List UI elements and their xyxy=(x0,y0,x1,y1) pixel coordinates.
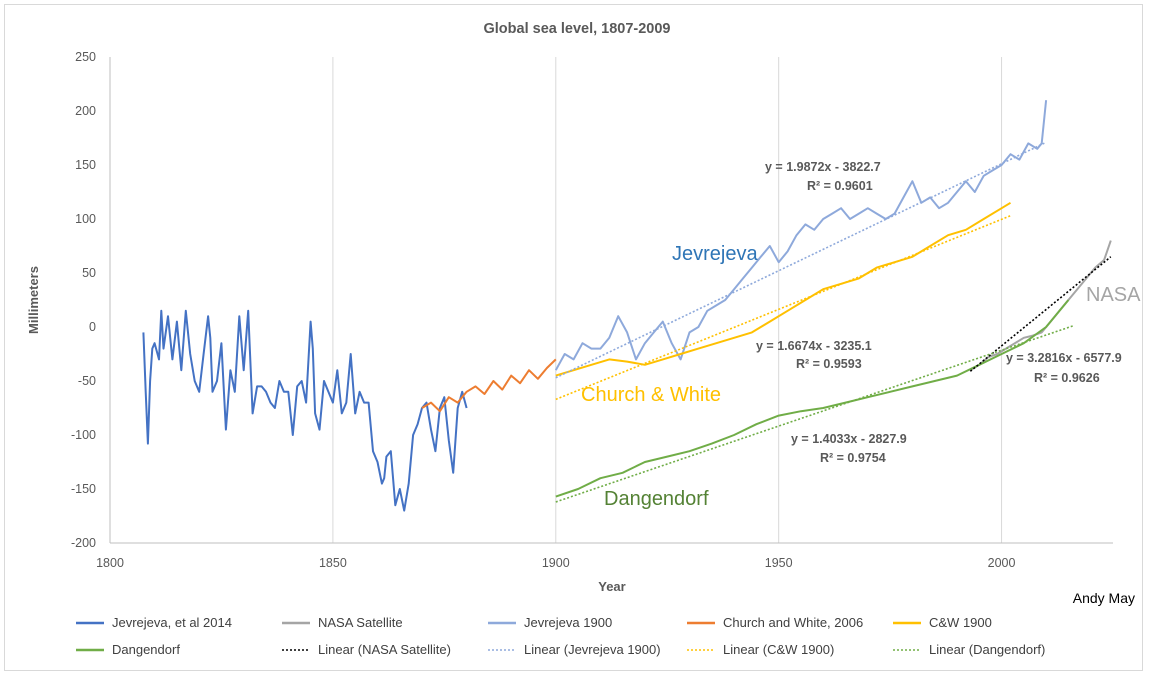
equation-church-white: y = 1.6674x - 3235.1 xyxy=(756,339,872,353)
y-axis-ticks: 250 200 150 100 50 0 -50 -100 -150 -200 xyxy=(71,50,96,550)
x-axis-ticks: 1800 1850 1900 1950 2000 xyxy=(96,556,1015,570)
series-church-and-white-2006 xyxy=(421,358,557,413)
y-tick-label: 50 xyxy=(82,266,96,280)
equation-jevrejeva: y = 1.9872x - 3822.7 xyxy=(765,160,881,174)
trendline-linear-dangendorf xyxy=(555,325,1074,503)
r2-jevrejeva: R² = 0.9601 xyxy=(807,179,873,193)
annotation-church-white: Church & White xyxy=(581,384,721,406)
trendline-linear-c-w-1900 xyxy=(555,215,1011,401)
y-tick-label: 0 xyxy=(89,320,96,334)
y-tick-label: 200 xyxy=(75,104,96,118)
y-tick-label: 150 xyxy=(75,158,96,172)
series-jevrejeva-et-al-2014 xyxy=(142,309,468,512)
r2-church-white: R² = 0.9593 xyxy=(796,357,862,371)
y-tick-label: -100 xyxy=(71,428,96,442)
series-dangendorf xyxy=(555,299,1070,498)
series-jevrejeva-1900 xyxy=(554,100,1048,371)
r2-nasa: R² = 0.9626 xyxy=(1034,371,1100,385)
x-tick-label: 1900 xyxy=(542,556,570,570)
legend-entry-dangendorf: Dangendorf xyxy=(112,642,180,657)
series-lines xyxy=(142,100,1112,512)
trendline-linear-jevrejeva-1900 xyxy=(555,141,1047,379)
legend-entry-jevrejeva-et-al-2014: Jevrejeva, et al 2014 xyxy=(112,615,232,630)
y-tick-label: 100 xyxy=(75,212,96,226)
x-axis-label: Year xyxy=(598,579,625,594)
legend-entry-nasa-satellite: NASA Satellite xyxy=(318,615,403,630)
equation-nasa: y = 3.2816x - 6577.9 xyxy=(1006,351,1122,365)
series-c-w-1900 xyxy=(555,201,1012,377)
equation-dangendorf: y = 1.4033x - 2827.9 xyxy=(791,432,907,446)
legend: Jevrejeva, et al 2014 NASA Satellite Jevre… xyxy=(76,615,1045,657)
annotation-nasa: NASA xyxy=(1086,284,1141,306)
legend-entry-linear-jevrejeva-1900: Linear (Jevrejeva 1900) xyxy=(524,642,661,657)
annotation-jevrejeva: Jevrejeva xyxy=(672,243,758,265)
credit-label: Andy May xyxy=(1073,590,1135,606)
grid xyxy=(332,57,1003,543)
chart-frame xyxy=(4,4,1143,671)
axes xyxy=(109,57,1113,544)
x-tick-label: 1950 xyxy=(765,556,793,570)
x-tick-label: 1850 xyxy=(319,556,347,570)
x-tick-label: 1800 xyxy=(96,556,124,570)
chart-title: Global sea level, 1807-2009 xyxy=(483,21,670,37)
r2-dangendorf: R² = 0.9754 xyxy=(820,451,886,465)
legend-entry-c-w-1900: C&W 1900 xyxy=(929,615,992,630)
y-tick-label: -200 xyxy=(71,536,96,550)
y-axis-label: Millimeters xyxy=(26,266,41,334)
annotation-dangendorf: Dangendorf xyxy=(604,488,709,510)
legend-entry-church-and-white-2006: Church and White, 2006 xyxy=(723,615,863,630)
x-tick-label: 2000 xyxy=(988,556,1016,570)
trend-lines xyxy=(555,141,1112,503)
y-tick-label: -50 xyxy=(78,374,96,388)
legend-entry-jevrejeva-1900: Jevrejeva 1900 xyxy=(524,615,612,630)
legend-entry-linear-nasa-satellite: Linear (NASA Satellite) xyxy=(318,642,451,657)
y-tick-label: 250 xyxy=(75,50,96,64)
legend-entry-linear-dangendorf: Linear (Dangendorf) xyxy=(929,642,1045,657)
legend-entry-linear-c-w-1900: Linear (C&W 1900) xyxy=(723,642,834,657)
y-tick-label: -150 xyxy=(71,482,96,496)
